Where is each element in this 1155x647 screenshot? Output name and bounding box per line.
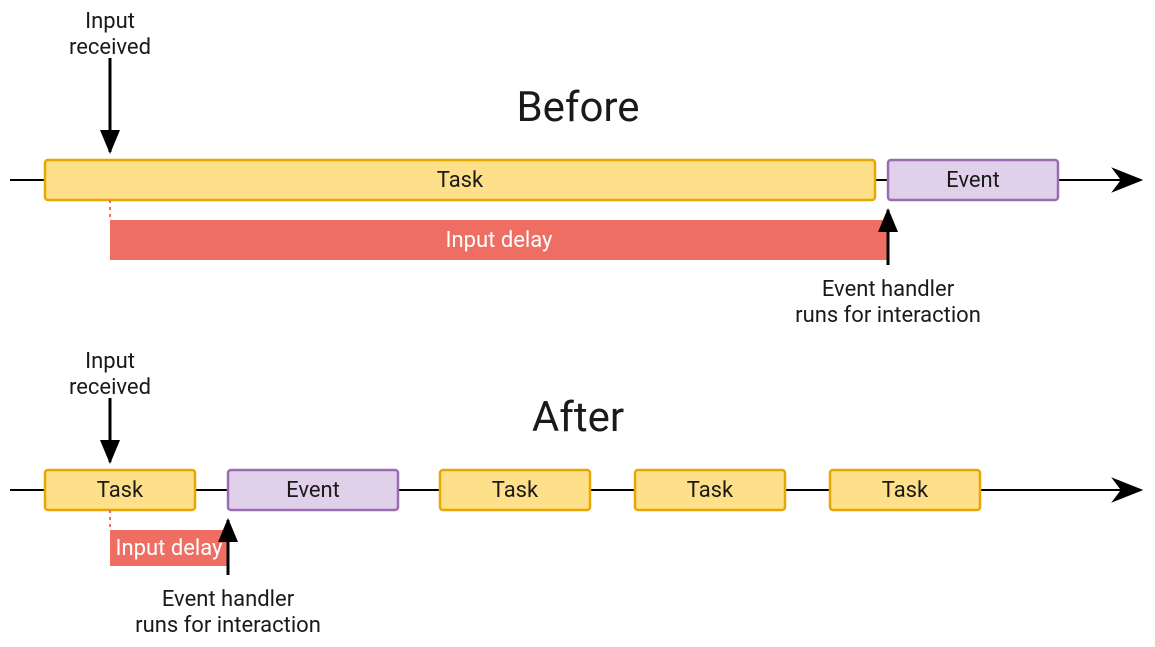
after-handler-label-line1: Event handler bbox=[162, 587, 295, 612]
before-handler-label-line2: runs for interaction bbox=[795, 303, 981, 328]
before-event-label: Event bbox=[946, 168, 1000, 193]
before-handler-label-line1: Event handler bbox=[822, 277, 955, 302]
after-handler-label-line2: runs for interaction bbox=[135, 613, 321, 638]
before-title: Before bbox=[516, 83, 639, 132]
after-title: After bbox=[532, 393, 624, 442]
after-box-4-label: Task bbox=[882, 478, 929, 503]
before-delay-label: Input delay bbox=[446, 228, 553, 253]
after-box-1-label: Event bbox=[286, 478, 340, 503]
before-input-label-line2: received bbox=[69, 35, 151, 60]
before-input-label-line1: Input bbox=[85, 9, 135, 34]
before-task-label: Task bbox=[437, 168, 484, 193]
after-box-2-label: Task bbox=[492, 478, 539, 503]
after-input-label-line1: Input bbox=[85, 349, 135, 374]
after-input-label-line2: received bbox=[69, 375, 151, 400]
after-delay-label: Input delay bbox=[116, 536, 223, 561]
after-box-0-label: Task bbox=[97, 478, 144, 503]
after-box-3-label: Task bbox=[687, 478, 734, 503]
